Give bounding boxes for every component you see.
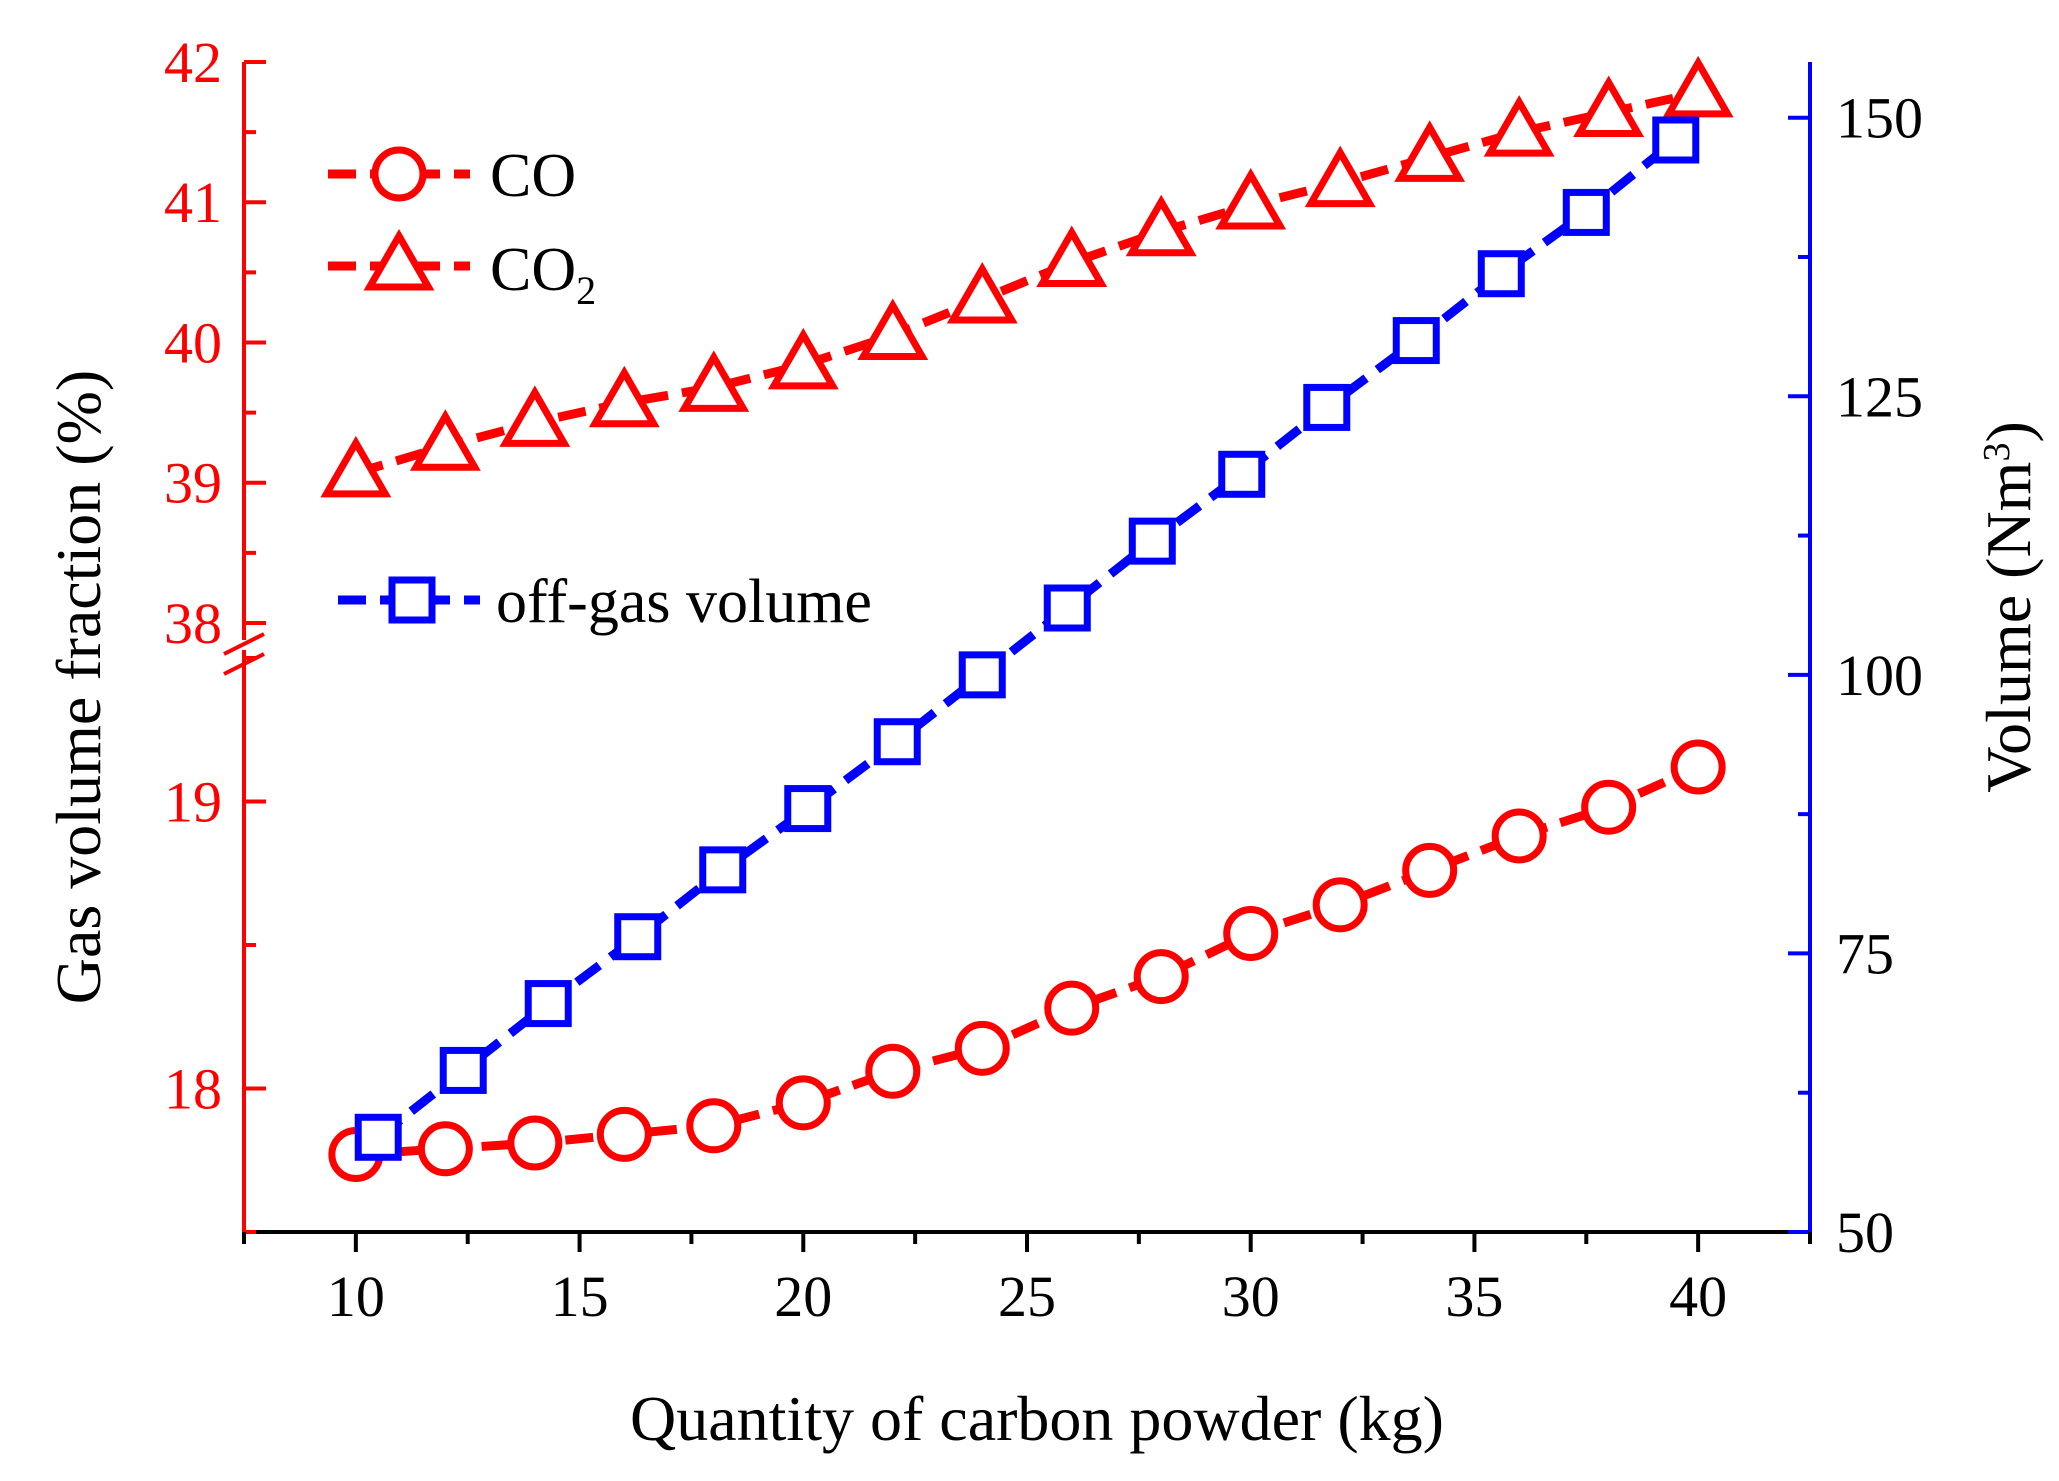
- left-axis-title: Gas volume fraction (%): [43, 370, 114, 1004]
- right-axis-title: Volume (Nm3): [1973, 421, 2044, 793]
- co2-point: [1215, 168, 1287, 230]
- legend-item-co2: CO2: [328, 228, 596, 313]
- legend-item-co: CO: [328, 142, 576, 210]
- co-point: [954, 1020, 1010, 1076]
- x-tick-label: 15: [551, 1264, 609, 1329]
- right-axis-title-close: ): [1973, 421, 2044, 442]
- co-point: [775, 1075, 831, 1131]
- volume-point: [1652, 116, 1700, 164]
- x-tick-label: 25: [998, 1264, 1056, 1329]
- volume-point: [873, 718, 921, 766]
- x-tick-label: 40: [1669, 1264, 1727, 1329]
- co2-point: [678, 350, 750, 412]
- left-tick-label: 42: [164, 30, 222, 95]
- legend-label-co2-main: CO: [490, 236, 576, 304]
- volume-point: [524, 980, 572, 1028]
- co-point: [507, 1115, 563, 1171]
- x-tick-label: 30: [1222, 1264, 1280, 1329]
- co-point: [1223, 906, 1279, 962]
- volume-line: [375, 136, 1679, 1141]
- co2-point: [1125, 194, 1197, 257]
- co-point: [1312, 877, 1368, 933]
- volume-point: [1392, 317, 1440, 365]
- right-tick-label: 125: [1836, 364, 1923, 429]
- x-axis-title: Quantity of carbon powder (kg): [630, 1383, 1444, 1454]
- left-tick-label: 38: [164, 591, 222, 656]
- co-point: [596, 1106, 652, 1162]
- right-axis-title-sup: 3: [1976, 443, 2018, 462]
- co-point: [371, 146, 427, 202]
- co2-point: [409, 409, 481, 471]
- left-tick-label: 41: [164, 170, 222, 235]
- co2-point: [320, 435, 392, 498]
- co2-point: [363, 228, 435, 291]
- volume-point: [958, 651, 1006, 699]
- co-series: [328, 739, 1726, 1183]
- volume-point: [1562, 188, 1610, 236]
- right-tick-label: 50: [1836, 1200, 1894, 1265]
- co-point: [1044, 980, 1100, 1036]
- co2-point: [857, 298, 929, 360]
- co2-point: [1304, 145, 1376, 208]
- volume-point: [1218, 450, 1266, 498]
- legend-label-co2-sub: 2: [576, 268, 596, 313]
- x-tick-label: 35: [1445, 1264, 1503, 1329]
- volume-point: [1043, 584, 1091, 632]
- co2-point: [588, 365, 660, 428]
- axis-break-mark: [223, 632, 265, 656]
- co-point: [865, 1043, 921, 1099]
- right-axis-title-main: Volume (Nm: [1973, 462, 2044, 793]
- co2-point: [499, 385, 571, 447]
- co2-series: [320, 55, 1734, 498]
- left-tick-label: 18: [164, 1057, 222, 1122]
- x-tick-label: 10: [327, 1264, 385, 1329]
- co-point: [1133, 949, 1189, 1005]
- x-tick-label: 20: [774, 1264, 832, 1329]
- co-line: [355, 762, 1700, 1160]
- volume-point: [388, 576, 436, 624]
- co-point: [417, 1121, 473, 1177]
- co-point: [1491, 808, 1547, 864]
- co2-point: [1483, 95, 1555, 157]
- volume-point: [699, 846, 747, 894]
- volume-point: [614, 913, 662, 961]
- co-point: [1670, 739, 1726, 795]
- co2-point: [1662, 55, 1734, 118]
- co2-point: [946, 262, 1018, 324]
- co2-point: [1036, 225, 1108, 288]
- right-tick-label: 150: [1836, 86, 1923, 151]
- left-tick-label: 40: [164, 310, 222, 375]
- legend-label-co2: CO2: [490, 236, 596, 313]
- legend-label-co: CO: [490, 142, 576, 210]
- co2-point: [767, 327, 839, 390]
- volume-series: [354, 116, 1700, 1161]
- volume-point: [1303, 383, 1351, 431]
- co2-line: [354, 88, 1700, 478]
- left-tick-label: 19: [164, 770, 222, 835]
- legend-label-volume: off-gas volume: [496, 568, 872, 636]
- volume-point: [439, 1046, 487, 1094]
- volume-point: [1128, 517, 1176, 565]
- right-tick-label: 100: [1836, 643, 1923, 708]
- left-tick-label: 39: [164, 451, 222, 516]
- right-tick-label: 75: [1836, 921, 1894, 986]
- co-point: [686, 1098, 742, 1154]
- co-point: [1581, 779, 1637, 835]
- co-point: [1402, 842, 1458, 898]
- volume-point: [1477, 250, 1525, 298]
- volume-point: [784, 785, 832, 833]
- co2-point: [1394, 120, 1466, 182]
- axis-break-mark: [223, 652, 265, 676]
- co2-point: [1573, 75, 1645, 137]
- legend-item-volume: off-gas volume: [338, 568, 872, 636]
- volume-point: [354, 1113, 402, 1161]
